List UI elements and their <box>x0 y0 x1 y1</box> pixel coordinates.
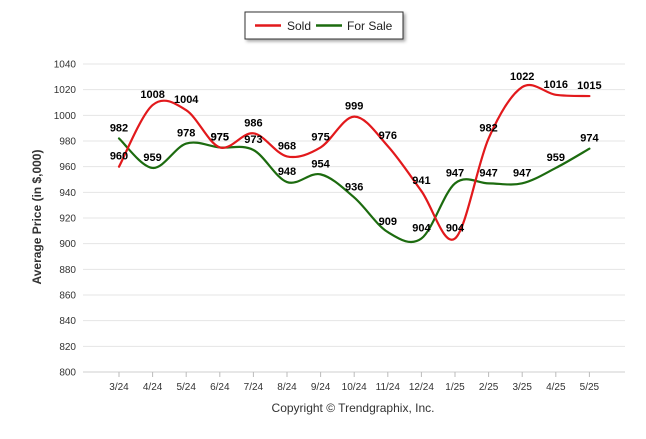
y-axis-label: Average Price (in $,000) <box>30 150 44 285</box>
y-tick-label: 940 <box>59 188 76 199</box>
x-tick-label: 12/24 <box>409 382 434 393</box>
data-label-sold: 1004 <box>174 94 199 106</box>
data-label-for-sale: 974 <box>580 133 599 145</box>
data-label-sold: 941 <box>412 175 430 187</box>
y-tick-label: 880 <box>59 265 76 276</box>
data-label-sold: 986 <box>244 117 262 129</box>
x-tick-label: 3/24 <box>109 382 129 393</box>
x-tick-label: 5/25 <box>580 382 600 393</box>
y-tick-label: 960 <box>59 162 76 173</box>
x-tick-label: 1/25 <box>445 382 465 393</box>
data-label-sold: 982 <box>479 122 497 134</box>
data-label-sold: 975 <box>311 131 329 143</box>
data-label-for-sale: 954 <box>311 158 330 170</box>
data-label-for-sale: 975 <box>211 131 229 143</box>
data-label-sold: 1022 <box>510 71 534 83</box>
series-line-for-sale <box>117 137 591 244</box>
data-label-sold: 1015 <box>577 80 601 92</box>
y-tick-label: 1040 <box>54 60 77 71</box>
y-tick-label: 800 <box>59 368 76 379</box>
grid-lines <box>83 63 625 373</box>
y-tick-label: 1000 <box>54 111 77 122</box>
data-label-sold: 1016 <box>544 79 568 91</box>
legend-label-for-sale: For Sale <box>347 19 393 33</box>
data-label-for-sale: 947 <box>446 167 464 179</box>
x-tick-label: 4/24 <box>143 382 163 393</box>
x-tick-label: 6/24 <box>210 382 230 393</box>
x-tick-label: 10/24 <box>342 382 367 393</box>
series-line-sold <box>117 83 591 241</box>
x-tick-label: 11/24 <box>376 382 401 393</box>
data-label-sold: 968 <box>278 140 296 152</box>
x-tick-label: 8/24 <box>277 382 297 393</box>
y-tick-label: 920 <box>59 214 76 225</box>
y-tick-label: 860 <box>59 291 76 302</box>
y-tick-label: 900 <box>59 239 76 250</box>
data-label-for-sale: 978 <box>177 128 195 140</box>
x-tick-label: 3/25 <box>512 382 532 393</box>
axes: 800 820 840 860 880 900 920 940 960 980 1000 1020 10… <box>54 60 625 393</box>
data-label-for-sale: 947 <box>479 167 497 179</box>
legend: Sold For Sale <box>244 11 404 40</box>
y-tick-label: 820 <box>59 342 76 353</box>
legend-label-sold: Sold <box>287 19 311 33</box>
copyright-credit: Copyright © Trendgraphix, Inc. <box>272 401 435 415</box>
data-label-for-sale: 947 <box>513 167 531 179</box>
data-label-for-sale: 909 <box>379 216 397 228</box>
y-tick-label: 840 <box>59 316 76 327</box>
data-label-for-sale: 959 <box>547 152 565 164</box>
data-label-for-sale: 973 <box>244 134 262 146</box>
data-label-sold: 975 <box>211 131 229 143</box>
data-label-sold: 976 <box>379 130 397 142</box>
data-label-for-sale: 959 <box>143 152 161 164</box>
series-lines <box>117 83 591 244</box>
data-label-sold: 960 <box>110 151 128 163</box>
x-tick-label: 7/24 <box>244 382 264 393</box>
x-tick-label: 4/25 <box>546 382 566 393</box>
x-tick-label: 5/24 <box>176 382 196 393</box>
data-label-sold: 999 <box>345 101 363 113</box>
y-tick-label: 980 <box>59 137 76 148</box>
data-label-for-sale: 982 <box>110 122 128 134</box>
y-tick-label: 1020 <box>54 85 77 96</box>
data-label-sold: 904 <box>446 223 465 235</box>
data-labels: 960 1008 1004 975 986 968 975 999 976 941 904 982 10… <box>110 71 602 234</box>
data-label-for-sale: 936 <box>345 181 363 193</box>
data-label-for-sale: 948 <box>278 166 296 178</box>
data-label-sold: 1008 <box>140 89 164 101</box>
x-tick-label: 9/24 <box>311 382 331 393</box>
x-tick-label: 2/25 <box>479 382 499 393</box>
data-label-for-sale: 904 <box>412 223 431 235</box>
